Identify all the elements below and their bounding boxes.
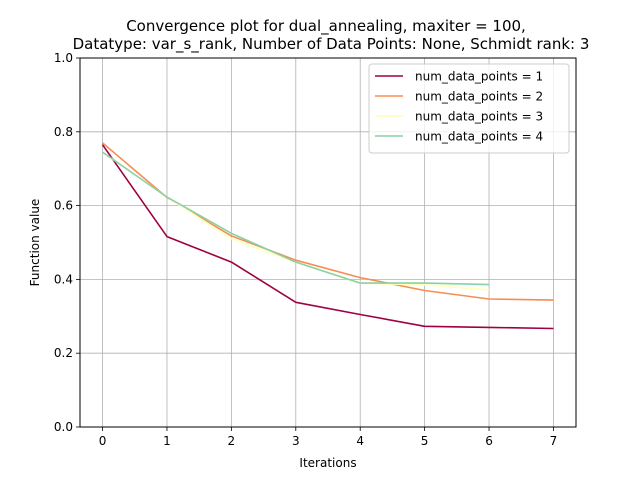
x-tick-label: 7 (550, 434, 558, 448)
y-tick-label: 0.2 (54, 346, 73, 360)
series-line-1 (101, 144, 554, 330)
x-tick-label: 3 (292, 434, 300, 448)
x-tick-label: 5 (421, 434, 429, 448)
legend-label-4: num_data_points = 4 (415, 130, 543, 144)
x-axis-label: Iterations (299, 456, 356, 470)
y-tick-label: 0.6 (54, 199, 73, 213)
series-line-4 (102, 151, 490, 286)
y-axis-label: Function value (28, 199, 42, 287)
x-tick-label: 2 (228, 434, 236, 448)
legend-box (368, 63, 570, 154)
x-tick-label: 0 (99, 434, 107, 448)
chart-title-line-2: Datatype: var_s_rank, Number of Data Poi… (73, 35, 590, 54)
legend-label-1: num_data_points = 1 (415, 70, 543, 84)
legend-label-3: num_data_points = 3 (415, 110, 543, 124)
series-lines (101, 142, 554, 330)
chart-title-line-1: Convergence plot for dual_annealing, max… (126, 17, 526, 36)
x-axis-ticks: 0 1 2 3 4 5 6 7 (99, 427, 558, 448)
legend: num_data_points = 1 num_data_points = 2 nu… (368, 63, 570, 154)
y-tick-label: 1.0 (54, 51, 73, 65)
legend-label-2: num_data_points = 2 (415, 90, 543, 104)
x-tick-label: 4 (356, 434, 364, 448)
y-tick-label: 0.8 (54, 125, 73, 139)
x-tick-label: 1 (163, 434, 171, 448)
plot-area-frame (79, 57, 577, 428)
y-tick-label: 0.0 (54, 420, 73, 434)
x-tick-label: 6 (485, 434, 493, 448)
y-axis-ticks: 0.0 0.2 0.4 0.6 0.8 1.0 (54, 51, 80, 434)
y-tick-label: 0.4 (54, 272, 73, 286)
